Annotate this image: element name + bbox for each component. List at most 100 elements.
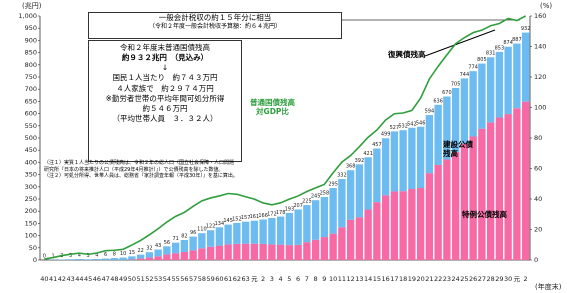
total-label: 145	[223, 218, 233, 224]
bar-segment	[521, 32, 530, 102]
total-label: 295	[328, 182, 338, 188]
bar-segment	[399, 130, 407, 192]
x-tick-label: 54	[163, 275, 171, 283]
bar-segment	[338, 227, 346, 260]
bar-segment	[364, 157, 372, 210]
total-label: 744	[460, 72, 470, 78]
bar-segment	[154, 256, 162, 260]
x-tick-label: 12	[346, 275, 354, 283]
bar-segment	[311, 239, 320, 260]
x-tick-label: 53	[154, 275, 162, 283]
bar-segment	[513, 108, 521, 261]
bar-segment	[425, 115, 434, 174]
x-tick-label: 11	[338, 275, 346, 283]
total-label: 178	[276, 210, 286, 216]
x-tick-label: 26	[469, 275, 477, 283]
y2-tick-label: 80	[534, 134, 542, 142]
tax-note: （令和２年度一般会計税収予算額：約６４兆円）	[148, 23, 281, 31]
bar-segment	[250, 243, 259, 260]
summary-line: ↓	[161, 63, 169, 73]
y-tick-label: 250	[25, 195, 37, 203]
x-tick-label: 16	[381, 275, 389, 283]
total-label: 546	[416, 120, 426, 126]
bar-segment	[320, 237, 329, 260]
bar-segment	[390, 131, 399, 192]
total-label: 8	[113, 252, 116, 258]
total-label: 207	[293, 203, 303, 209]
total-label: 421	[363, 151, 373, 157]
x-tick-label: 48	[110, 275, 118, 283]
y-tick-label: 150	[25, 219, 37, 227]
bar-segment	[206, 246, 215, 260]
x-tick-label: 47	[101, 275, 109, 283]
bar-segment	[198, 248, 206, 260]
x-tick-label: 28	[486, 275, 494, 283]
x-tick-label: 29	[495, 275, 503, 283]
total-label: 3	[87, 253, 90, 259]
bar-segment	[373, 202, 381, 260]
x-tick-label: 27	[478, 275, 486, 283]
total-label: 805	[477, 57, 487, 63]
total-label: 774	[468, 65, 478, 71]
x-tick-label: 23	[443, 275, 451, 283]
summary-line: ※勤労者世帯の平均年間可処分所得	[105, 93, 225, 103]
x-tick-label: 10	[329, 275, 337, 283]
bar-segment	[451, 151, 460, 260]
total-label: 594	[425, 109, 435, 115]
x-tick-label: 45	[84, 275, 92, 283]
x-tick-label: 55	[171, 275, 179, 283]
y-tick-label: 850	[25, 49, 37, 57]
total-label: 134	[215, 221, 225, 227]
total-label: 110	[197, 227, 207, 233]
total-label: 56	[164, 240, 170, 246]
bar-segment	[136, 258, 145, 260]
y-tick-label: 950	[25, 24, 37, 32]
summary-line: 約５４６万円	[142, 103, 188, 113]
bar-segment	[329, 188, 337, 234]
total-label: 82	[181, 233, 187, 239]
bar-segment	[189, 236, 197, 251]
x-tick-label: 56	[180, 275, 188, 283]
arrow	[424, 29, 496, 57]
y2-tick-label: 60	[534, 165, 542, 173]
y-tick-label: 500	[25, 134, 37, 142]
construction-label: 建設公債 残高	[443, 140, 473, 158]
total-label: 15	[129, 250, 135, 256]
total-label: 499	[381, 132, 391, 138]
total-label: 43	[155, 243, 161, 249]
x-tick-label: 46	[93, 275, 101, 283]
y2-tick-label: 100	[534, 104, 546, 112]
bar-segment	[346, 170, 355, 220]
bar-segment	[478, 128, 486, 260]
total-label: 368	[346, 164, 356, 170]
y-tick-label: 100	[25, 232, 37, 240]
bar-segment	[486, 57, 495, 123]
bar-segment	[241, 221, 250, 244]
bar-segment	[268, 244, 276, 260]
bar-segment	[416, 188, 425, 260]
x-tick-label: 8	[314, 275, 318, 283]
summary-box: 令和２年度末普通国債残高 約９３２兆円 （見込み） ↓ 国民１人当たり 約７４３万円 ４…	[88, 40, 242, 162]
special-label: 特例公債残高	[462, 210, 507, 219]
total-label: 96	[190, 230, 196, 236]
total-label: 22	[137, 248, 143, 254]
bar-segment	[451, 87, 460, 152]
total-label: 4	[95, 253, 98, 259]
total-label: 172	[267, 212, 277, 218]
x-tick-label: 21	[425, 275, 433, 283]
bar-segment	[504, 114, 512, 260]
total-label: 152	[232, 216, 242, 222]
y-tick-label: 300	[25, 183, 37, 191]
x-tick-label: 4	[279, 275, 283, 283]
y-tick-label: 800	[25, 61, 37, 69]
bar-segment	[180, 251, 189, 260]
x-tick-label: 43	[66, 275, 74, 283]
bar-segment	[84, 259, 92, 260]
x-tick-label: 7	[305, 275, 309, 283]
x-tick-label: 19	[408, 275, 416, 283]
x-tick-label: 元	[514, 275, 521, 283]
bar-segment	[381, 138, 390, 196]
total-label: 3	[69, 253, 72, 259]
x-unit: (年度末)	[535, 282, 562, 291]
bar-segment	[373, 148, 381, 203]
